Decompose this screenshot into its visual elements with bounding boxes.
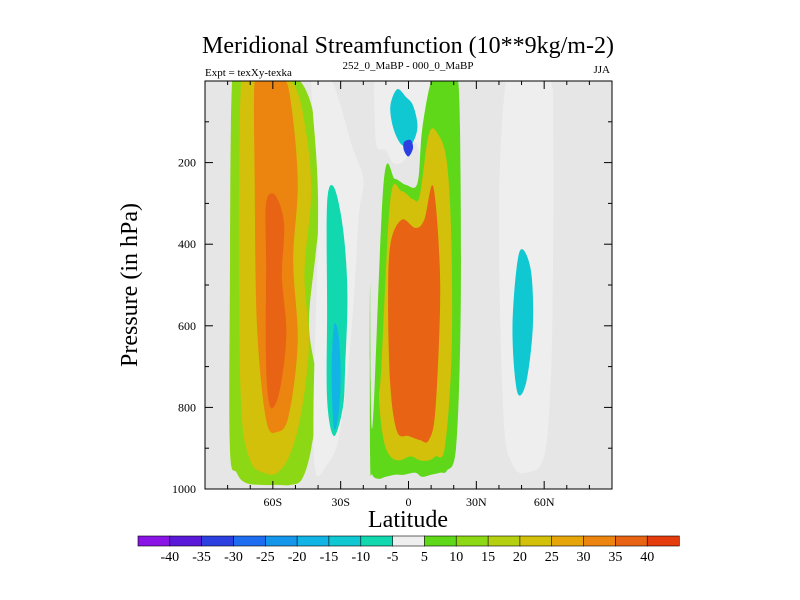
colorbar-swatch-13 (551, 535, 585, 547)
colorbar-label-0: -40 (160, 550, 179, 565)
experiment-label: Expt = texXy-texka (205, 67, 292, 79)
colorbar-swatch-7 (360, 535, 394, 547)
colorbar-label-2: -30 (224, 550, 243, 565)
colorbar-swatch-16 (646, 535, 680, 547)
contour-region-14 (512, 249, 534, 396)
x-tick-label-2: 0 (406, 495, 412, 509)
x-tick-label-3: 30N (466, 495, 487, 509)
chart-title: Meridional Streamfunction (10**9kg/m-2) (202, 33, 614, 59)
x-axis-label: Latitude (368, 507, 448, 533)
x-tick-label-4: 60N (534, 495, 555, 509)
colorbar-label-4: -20 (288, 550, 307, 565)
colorbar-label-14: 35 (608, 550, 622, 565)
colorbar-label-12: 25 (545, 550, 559, 565)
period-label: 252_0_MaBP - 000_0_MaBP (343, 60, 474, 72)
colorbar-label-13: 30 (577, 550, 591, 565)
colorbar-swatch-1 (169, 535, 203, 547)
colorbar-label-7: -5 (387, 550, 399, 565)
colorbar-swatch-14 (583, 535, 616, 547)
colorbar-label-8: 5 (421, 550, 428, 565)
y-tick-label-3: 800 (178, 400, 196, 414)
contour-region-6 (331, 323, 341, 431)
colorbar-label-6: -10 (351, 550, 370, 565)
colorbar-label-9: 10 (449, 550, 463, 565)
contour-fill-layer (229, 81, 554, 486)
colorbar-swatch-4 (264, 535, 298, 547)
y-tick-label-1: 400 (178, 237, 196, 251)
y-axis-label: Pressure (in hPa) (117, 203, 143, 367)
colorbar-swatch-0 (137, 535, 171, 547)
colorbar-label-1: -35 (192, 550, 211, 565)
colorbar-swatch-6 (328, 535, 362, 547)
colorbar-swatch-3 (233, 535, 266, 547)
axis-ticks: 60S 30S 0 30N 60N 200 400 600 800 1000 (172, 81, 612, 509)
colorbar: -40 -35 -30 -25 -20 -15 -10 -5 5 10 15 20 25 30 35 40 (137, 535, 680, 565)
colorbar-label-5: -15 (320, 550, 339, 565)
colorbar-label-10: 15 (481, 550, 495, 565)
x-tick-label-1: 30S (331, 495, 350, 509)
colorbar-swatch-5 (296, 535, 330, 547)
colorbar-swatch-9 (424, 535, 457, 547)
y-tick-label-2: 600 (178, 319, 196, 333)
colorbar-swatch-12 (519, 535, 553, 547)
contour-region-9 (403, 139, 414, 157)
colorbar-label-15: 40 (640, 550, 654, 565)
contour-region-12 (388, 185, 441, 443)
colorbar-swatch-10 (455, 535, 489, 547)
colorbar-swatch-15 (615, 535, 648, 547)
colorbar-swatch-2 (201, 535, 235, 547)
y-tick-label-4: 1000 (172, 482, 196, 496)
colorbar-swatch-8 (392, 535, 426, 547)
colorbar-swatch-11 (487, 535, 521, 547)
colorbar-label-3: -25 (256, 550, 275, 565)
contour-region-8 (390, 89, 418, 147)
contour-region-3 (265, 193, 287, 409)
season-label: JJA (593, 64, 610, 76)
colorbar-label-11: 20 (513, 550, 527, 565)
y-tick-label-0: 200 (178, 156, 196, 170)
x-tick-label-0: 60S (263, 495, 282, 509)
